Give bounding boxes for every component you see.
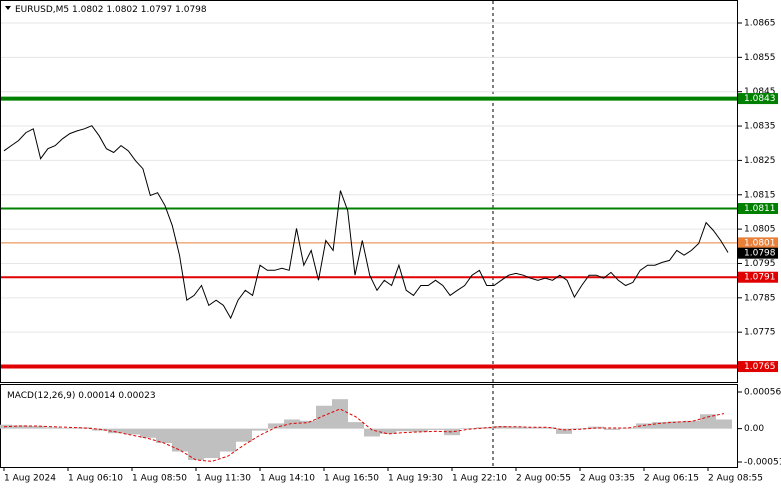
y-tick-label: 1.0855 xyxy=(744,53,776,63)
y-tick-label: 0.00056 xyxy=(744,388,781,398)
signal-line xyxy=(3,408,725,462)
open: 1.0802 xyxy=(72,5,104,15)
macd-bar xyxy=(572,427,588,429)
macd-bar xyxy=(540,427,556,429)
macd-bar xyxy=(524,427,540,429)
macd-bar xyxy=(140,428,156,438)
macd-bar xyxy=(508,426,524,429)
macd-bar xyxy=(44,427,60,429)
y-tick-label: 1.0775 xyxy=(744,328,776,338)
macd-bar xyxy=(348,422,364,429)
level-label: 1.0801 xyxy=(744,238,776,248)
macd-bar xyxy=(396,428,412,432)
macd-bar xyxy=(268,423,284,429)
macd-bar xyxy=(220,428,236,452)
level-label-box xyxy=(738,203,778,215)
macd-bar xyxy=(156,428,172,444)
x-tick-label: 1 Aug 2024 xyxy=(4,474,56,484)
level-label: 1.0765 xyxy=(744,362,776,372)
close: 1.0798 xyxy=(175,5,207,15)
macd-bar xyxy=(12,425,28,429)
high: 1.0802 xyxy=(106,5,138,15)
macd-bar xyxy=(412,428,428,432)
level-label-box xyxy=(738,237,778,249)
x-tick-label: 2 Aug 06:15 xyxy=(644,474,699,484)
macd-bar xyxy=(108,428,124,434)
y-tick-label: 1.0825 xyxy=(744,156,776,166)
y-tick-label: 1.0845 xyxy=(744,87,776,97)
level-label: 1.0791 xyxy=(744,273,776,283)
symbol: EURUSD,M5 xyxy=(15,5,69,15)
macd-bar xyxy=(684,420,700,429)
level-label: 1.0798 xyxy=(744,249,776,259)
macd-bar xyxy=(188,428,204,461)
macd-bar xyxy=(460,427,476,429)
x-tick-label: 2 Aug 08:55 xyxy=(708,474,763,484)
x-tick-label: 1 Aug 08:50 xyxy=(132,474,187,484)
macd-bar xyxy=(380,428,396,434)
x-tick-label: 1 Aug 22:10 xyxy=(452,474,507,484)
y-tick-label: 1.0815 xyxy=(744,190,776,200)
y-tick-label: 1.0785 xyxy=(744,293,776,303)
y-tick-label: -0.00051 xyxy=(744,458,781,468)
level-label-box xyxy=(738,361,778,373)
macd-bar xyxy=(444,428,460,436)
macd-bar xyxy=(284,419,300,429)
macd-bar xyxy=(172,428,188,452)
x-tick-label: 2 Aug 00:55 xyxy=(516,474,571,484)
x-tick-label: 1 Aug 06:10 xyxy=(68,474,123,484)
macd-bar xyxy=(28,426,44,429)
x-tick-label: 1 Aug 16:50 xyxy=(324,474,379,484)
macd-bar xyxy=(652,422,668,429)
macd-bar xyxy=(332,399,348,429)
level-label: 1.0811 xyxy=(744,204,776,214)
x-tick-label: 1 Aug 11:30 xyxy=(196,474,251,484)
y-tick-label: 1.0835 xyxy=(744,122,776,132)
y-tick-label: 1.0795 xyxy=(744,259,776,269)
macd-header: MACD(12,26,9) 0.00014 0.00023 xyxy=(7,391,156,401)
macd-bar xyxy=(492,426,508,429)
macd-bar xyxy=(636,423,652,429)
signal-value: 0.00023 xyxy=(118,391,155,401)
y-tick-label: 1.0805 xyxy=(744,225,776,235)
y-tick-label: 1.0865 xyxy=(744,18,776,28)
macd-bar xyxy=(300,420,316,429)
macd-bar xyxy=(252,428,268,431)
macd-bar xyxy=(556,428,572,434)
low: 1.0797 xyxy=(141,5,173,15)
menu-arrow xyxy=(5,6,11,10)
macd-bar xyxy=(316,405,332,429)
macd-value: 0.00014 xyxy=(78,391,115,401)
macd-bar xyxy=(364,428,380,437)
level-label-box xyxy=(738,93,778,105)
chart-header: EURUSD,M5 1.0802 1.0802 1.0797 1.0798 xyxy=(15,5,207,15)
macd-bar xyxy=(428,428,444,430)
macd-bar xyxy=(124,428,140,435)
macd-bar xyxy=(620,427,636,429)
macd-bar xyxy=(60,427,76,429)
x-tick-label: 1 Aug 19:30 xyxy=(388,474,443,484)
macd-bar xyxy=(668,421,684,429)
macd-bar xyxy=(604,428,620,430)
x-tick-label: 1 Aug 14:10 xyxy=(260,474,315,484)
level-label: 1.0843 xyxy=(744,94,776,104)
macd-bar xyxy=(236,428,252,442)
x-tick-label: 2 Aug 03:35 xyxy=(580,474,635,484)
level-label-box xyxy=(738,271,778,283)
macd-bar xyxy=(204,428,220,459)
main-panel-frame xyxy=(0,0,738,383)
y-tick-label: 0.00 xyxy=(744,424,764,434)
price-line xyxy=(3,125,729,320)
level-label-box xyxy=(738,247,778,259)
macd-bar xyxy=(716,419,732,429)
macd-title: MACD(12,26,9) xyxy=(7,391,75,401)
